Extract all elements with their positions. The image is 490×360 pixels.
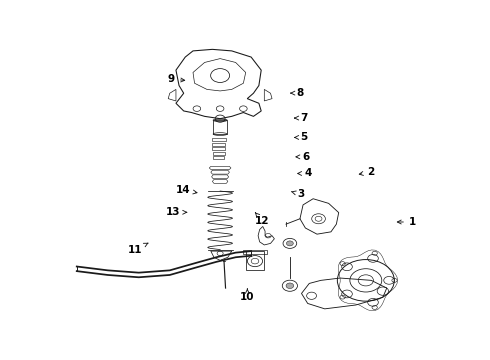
Text: 1: 1 [397, 217, 416, 227]
Text: 5: 5 [294, 132, 308, 143]
Text: 11: 11 [128, 243, 148, 255]
Text: 3: 3 [292, 189, 304, 199]
Circle shape [287, 241, 294, 246]
Text: 9: 9 [168, 74, 185, 84]
Text: 7: 7 [294, 113, 308, 123]
Text: 6: 6 [296, 152, 310, 162]
Text: 2: 2 [359, 167, 374, 177]
Text: 13: 13 [166, 207, 187, 217]
Text: 8: 8 [291, 88, 304, 98]
Text: 14: 14 [175, 185, 197, 195]
Text: 12: 12 [255, 213, 270, 226]
Text: 4: 4 [298, 168, 312, 179]
Circle shape [286, 283, 294, 288]
Text: 10: 10 [240, 289, 255, 302]
